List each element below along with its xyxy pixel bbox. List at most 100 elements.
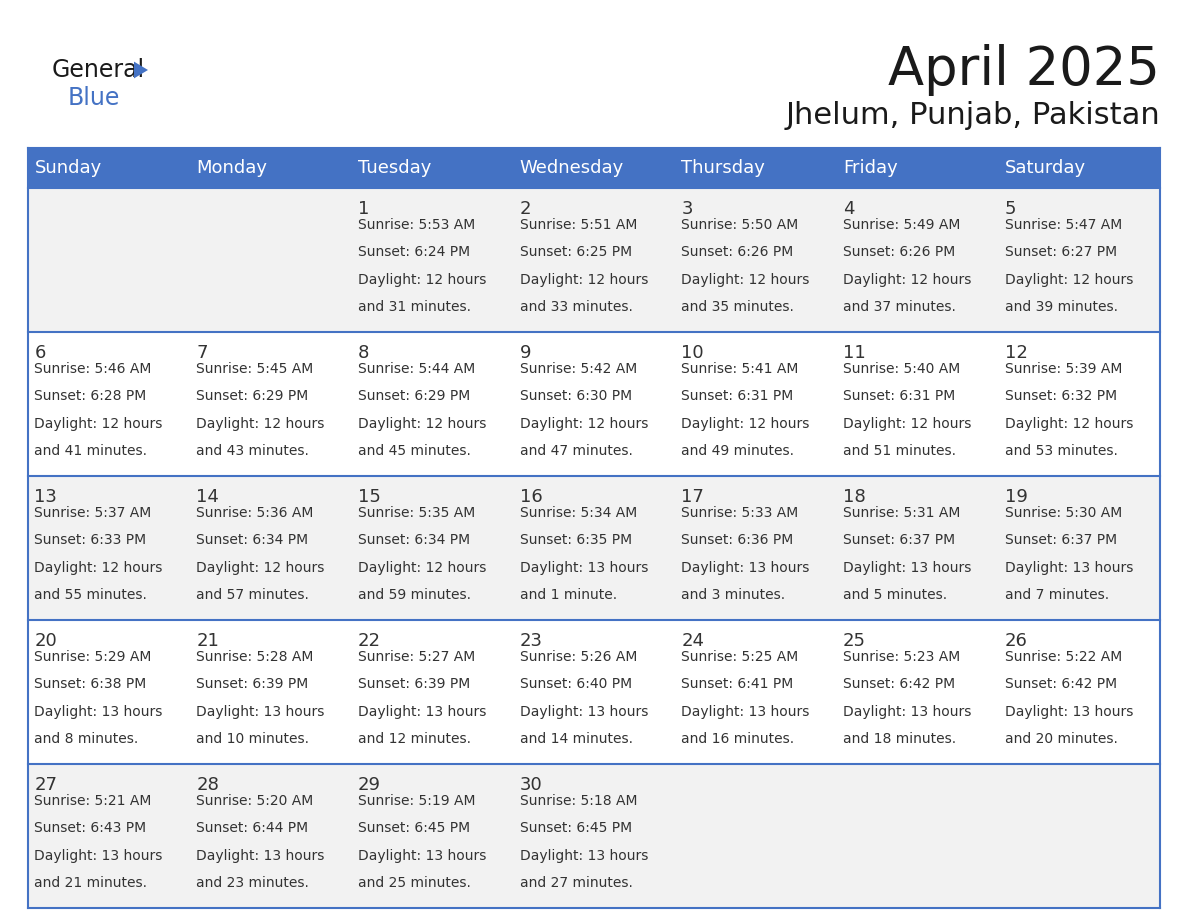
Text: and 1 minute.: and 1 minute.	[519, 588, 617, 602]
Text: and 16 minutes.: and 16 minutes.	[682, 732, 795, 746]
Text: Sunset: 6:45 PM: Sunset: 6:45 PM	[358, 822, 470, 835]
Text: Sunset: 6:37 PM: Sunset: 6:37 PM	[1005, 533, 1117, 547]
Text: Sunset: 6:43 PM: Sunset: 6:43 PM	[34, 822, 146, 835]
Text: 20: 20	[34, 632, 57, 650]
Text: General: General	[52, 58, 145, 82]
Text: and 51 minutes.: and 51 minutes.	[843, 444, 956, 458]
Text: Sunset: 6:26 PM: Sunset: 6:26 PM	[682, 245, 794, 260]
Text: 21: 21	[196, 632, 219, 650]
Text: and 53 minutes.: and 53 minutes.	[1005, 444, 1118, 458]
Text: 18: 18	[843, 488, 866, 506]
Text: and 45 minutes.: and 45 minutes.	[358, 444, 470, 458]
Text: Sunset: 6:27 PM: Sunset: 6:27 PM	[1005, 245, 1117, 260]
Text: Sunrise: 5:20 AM: Sunrise: 5:20 AM	[196, 794, 314, 808]
Text: 24: 24	[682, 632, 704, 650]
Text: 8: 8	[358, 344, 369, 362]
Text: 14: 14	[196, 488, 219, 506]
Text: Sunrise: 5:28 AM: Sunrise: 5:28 AM	[196, 650, 314, 664]
Text: Sunrise: 5:23 AM: Sunrise: 5:23 AM	[843, 650, 960, 664]
Text: Daylight: 12 hours: Daylight: 12 hours	[682, 273, 810, 286]
Polygon shape	[134, 62, 148, 78]
Text: Friday: Friday	[843, 159, 898, 177]
Text: and 18 minutes.: and 18 minutes.	[843, 732, 956, 746]
Text: 12: 12	[1005, 344, 1028, 362]
Text: and 10 minutes.: and 10 minutes.	[196, 732, 309, 746]
Text: Sunrise: 5:36 AM: Sunrise: 5:36 AM	[196, 506, 314, 520]
Text: Daylight: 12 hours: Daylight: 12 hours	[682, 417, 810, 431]
Text: 25: 25	[843, 632, 866, 650]
Text: 4: 4	[843, 200, 854, 218]
Text: Sunset: 6:31 PM: Sunset: 6:31 PM	[843, 389, 955, 403]
Text: 23: 23	[519, 632, 543, 650]
Text: Daylight: 13 hours: Daylight: 13 hours	[519, 849, 647, 863]
Text: Sunset: 6:44 PM: Sunset: 6:44 PM	[196, 822, 309, 835]
Text: 2: 2	[519, 200, 531, 218]
Text: Sunset: 6:39 PM: Sunset: 6:39 PM	[196, 677, 309, 691]
Text: Daylight: 12 hours: Daylight: 12 hours	[358, 561, 486, 575]
Text: Jhelum, Punjab, Pakistan: Jhelum, Punjab, Pakistan	[785, 100, 1159, 129]
Text: Monday: Monday	[196, 159, 267, 177]
Text: Sunset: 6:32 PM: Sunset: 6:32 PM	[1005, 389, 1117, 403]
Text: Sunrise: 5:51 AM: Sunrise: 5:51 AM	[519, 218, 637, 232]
Text: and 41 minutes.: and 41 minutes.	[34, 444, 147, 458]
Text: Sunset: 6:30 PM: Sunset: 6:30 PM	[519, 389, 632, 403]
Text: Daylight: 13 hours: Daylight: 13 hours	[1005, 705, 1133, 719]
Text: Saturday: Saturday	[1005, 159, 1086, 177]
Text: and 21 minutes.: and 21 minutes.	[34, 876, 147, 890]
Text: Sunrise: 5:47 AM: Sunrise: 5:47 AM	[1005, 218, 1121, 232]
Text: 9: 9	[519, 344, 531, 362]
Text: Sunday: Sunday	[34, 159, 102, 177]
Text: and 33 minutes.: and 33 minutes.	[519, 300, 632, 314]
Text: April 2025: April 2025	[889, 44, 1159, 96]
Text: Sunrise: 5:26 AM: Sunrise: 5:26 AM	[519, 650, 637, 664]
Text: 29: 29	[358, 776, 381, 794]
Text: Daylight: 13 hours: Daylight: 13 hours	[34, 849, 163, 863]
Bar	[29, 620, 1159, 764]
Text: Sunset: 6:26 PM: Sunset: 6:26 PM	[843, 245, 955, 260]
Text: Sunset: 6:25 PM: Sunset: 6:25 PM	[519, 245, 632, 260]
Text: Daylight: 12 hours: Daylight: 12 hours	[1005, 417, 1133, 431]
Text: and 37 minutes.: and 37 minutes.	[843, 300, 956, 314]
Text: Daylight: 13 hours: Daylight: 13 hours	[1005, 561, 1133, 575]
Text: and 35 minutes.: and 35 minutes.	[682, 300, 795, 314]
Text: and 27 minutes.: and 27 minutes.	[519, 876, 632, 890]
Text: 26: 26	[1005, 632, 1028, 650]
Text: Sunrise: 5:31 AM: Sunrise: 5:31 AM	[843, 506, 960, 520]
Text: and 59 minutes.: and 59 minutes.	[358, 588, 470, 602]
Text: Sunset: 6:31 PM: Sunset: 6:31 PM	[682, 389, 794, 403]
Text: and 49 minutes.: and 49 minutes.	[682, 444, 795, 458]
Text: Sunrise: 5:25 AM: Sunrise: 5:25 AM	[682, 650, 798, 664]
Text: Sunrise: 5:41 AM: Sunrise: 5:41 AM	[682, 362, 798, 376]
Text: Daylight: 13 hours: Daylight: 13 hours	[682, 561, 810, 575]
Text: Sunrise: 5:34 AM: Sunrise: 5:34 AM	[519, 506, 637, 520]
Text: Daylight: 12 hours: Daylight: 12 hours	[196, 417, 324, 431]
Text: 17: 17	[682, 488, 704, 506]
Bar	[29, 188, 1159, 332]
Text: Daylight: 13 hours: Daylight: 13 hours	[358, 705, 486, 719]
Text: Sunset: 6:33 PM: Sunset: 6:33 PM	[34, 533, 146, 547]
Text: Sunrise: 5:45 AM: Sunrise: 5:45 AM	[196, 362, 314, 376]
Text: 7: 7	[196, 344, 208, 362]
Text: Tuesday: Tuesday	[358, 159, 431, 177]
Text: Sunrise: 5:21 AM: Sunrise: 5:21 AM	[34, 794, 152, 808]
Text: Daylight: 12 hours: Daylight: 12 hours	[358, 417, 486, 431]
Text: and 20 minutes.: and 20 minutes.	[1005, 732, 1118, 746]
Text: Sunset: 6:29 PM: Sunset: 6:29 PM	[196, 389, 309, 403]
Text: Daylight: 12 hours: Daylight: 12 hours	[34, 561, 163, 575]
Text: Sunset: 6:35 PM: Sunset: 6:35 PM	[519, 533, 632, 547]
Text: Sunrise: 5:39 AM: Sunrise: 5:39 AM	[1005, 362, 1123, 376]
Text: Daylight: 12 hours: Daylight: 12 hours	[358, 273, 486, 286]
Text: Daylight: 13 hours: Daylight: 13 hours	[843, 561, 972, 575]
Text: Sunrise: 5:35 AM: Sunrise: 5:35 AM	[358, 506, 475, 520]
Text: Sunset: 6:34 PM: Sunset: 6:34 PM	[358, 533, 470, 547]
Text: 19: 19	[1005, 488, 1028, 506]
Text: Daylight: 12 hours: Daylight: 12 hours	[843, 417, 972, 431]
Text: Sunset: 6:42 PM: Sunset: 6:42 PM	[843, 677, 955, 691]
Text: Sunrise: 5:42 AM: Sunrise: 5:42 AM	[519, 362, 637, 376]
Text: Sunrise: 5:19 AM: Sunrise: 5:19 AM	[358, 794, 475, 808]
Text: and 57 minutes.: and 57 minutes.	[196, 588, 309, 602]
Text: and 8 minutes.: and 8 minutes.	[34, 732, 139, 746]
Text: Sunset: 6:29 PM: Sunset: 6:29 PM	[358, 389, 470, 403]
Text: Sunset: 6:39 PM: Sunset: 6:39 PM	[358, 677, 470, 691]
Text: 27: 27	[34, 776, 57, 794]
